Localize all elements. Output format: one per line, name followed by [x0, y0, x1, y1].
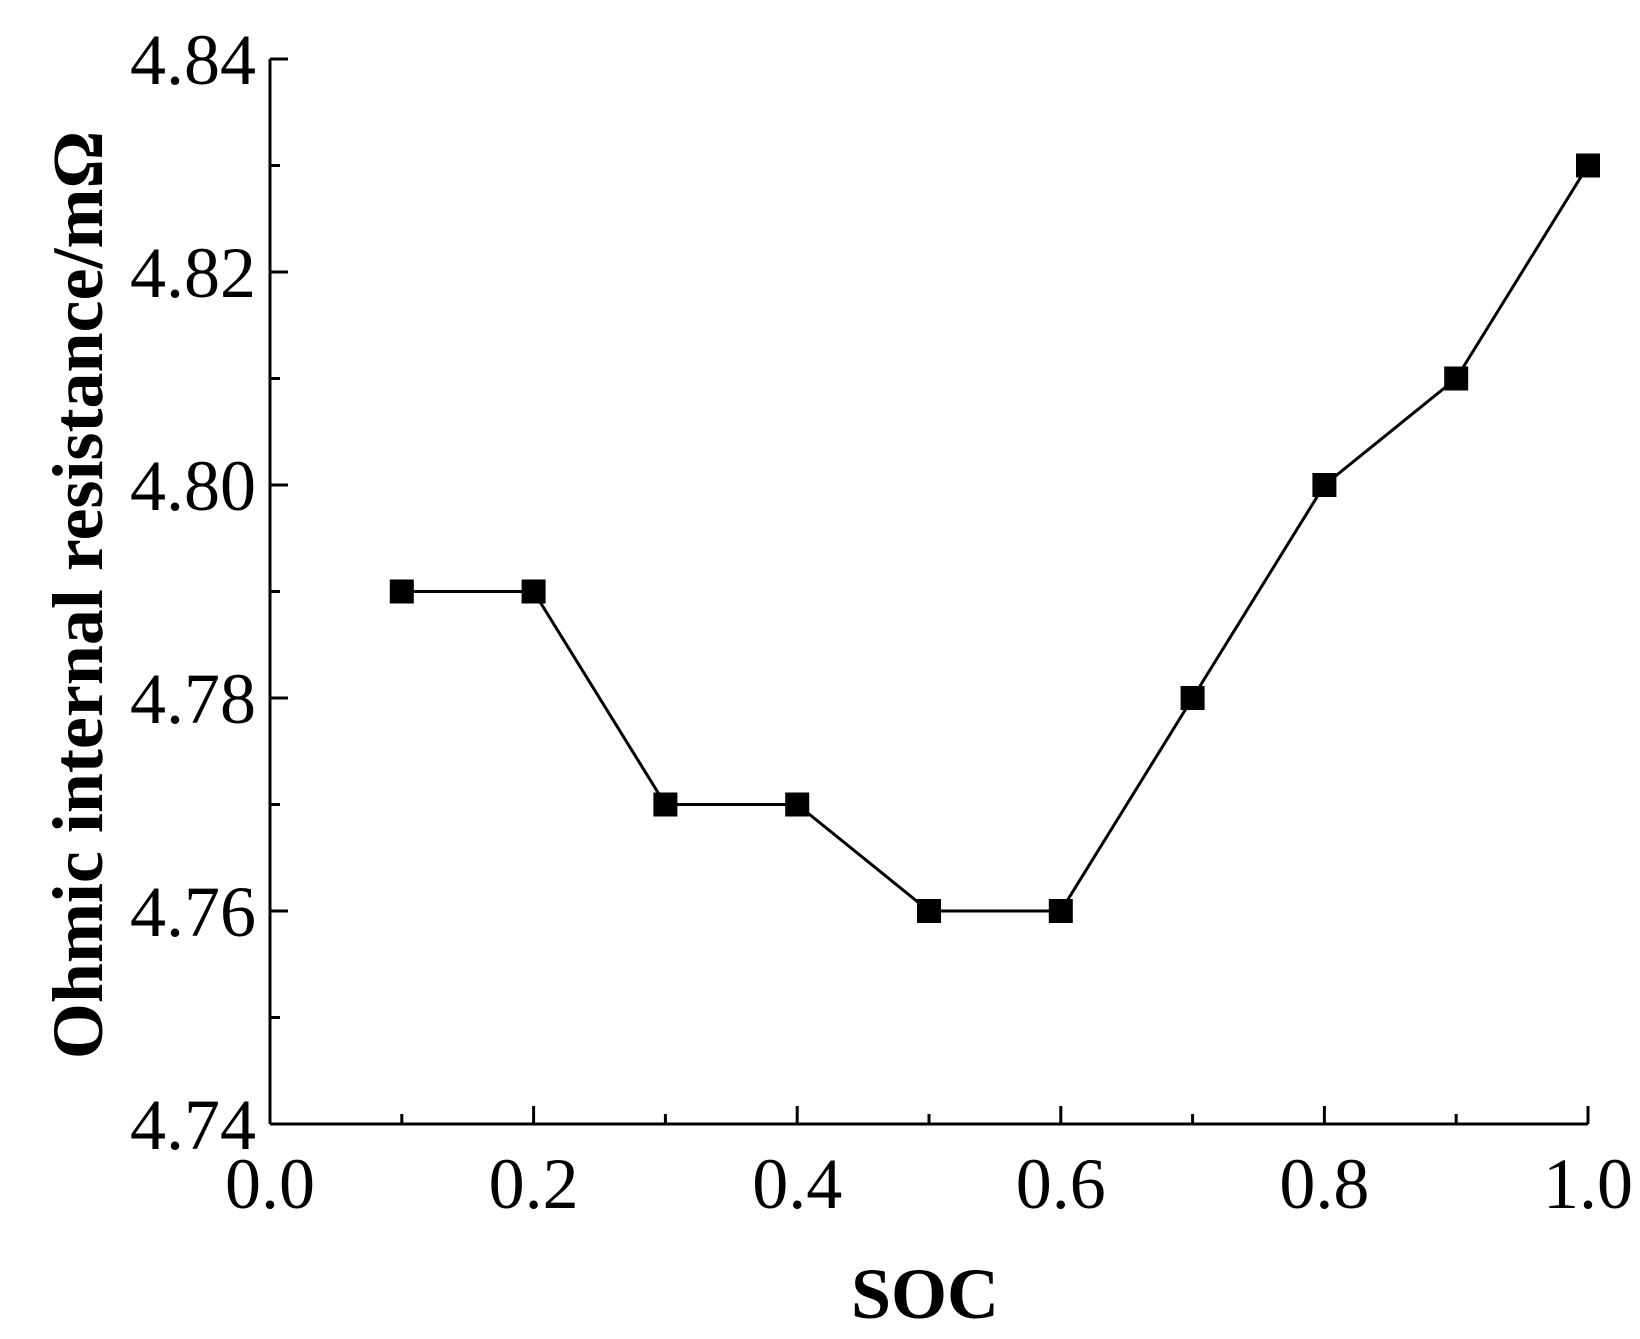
data-point-marker [653, 792, 678, 817]
x-tick-label: 1.0 [1543, 1144, 1633, 1224]
x-tick-label: 0.2 [489, 1144, 579, 1224]
y-tick-label: 4.80 [130, 446, 256, 526]
x-axis-title: SOC [851, 1254, 999, 1334]
y-tick-label: 4.84 [130, 20, 256, 100]
x-tick-label: 0.6 [1016, 1144, 1106, 1224]
y-tick-label: 4.76 [130, 872, 256, 952]
x-tick-label: 0.8 [1279, 1144, 1369, 1224]
series-line [401, 164, 1590, 913]
data-point-marker [1048, 899, 1073, 923]
data-point-marker [1576, 153, 1600, 178]
data-point-marker [1444, 366, 1469, 391]
y-tick-label: 4.78 [130, 659, 256, 739]
y-axis-title: Ohmic internal resistance/mΩ [38, 131, 118, 1059]
axes: 0.0 0.2 0.4 0.6 0.8 1.0 4.74 4.76 4.78 4.80 4.82 4.… [130, 20, 1633, 1224]
y-tick-label: 4.82 [130, 233, 256, 313]
data-point-marker [917, 899, 941, 923]
series-layer [389, 153, 1600, 923]
data-point-marker [1180, 686, 1205, 710]
data-point-marker [785, 792, 810, 817]
y-tick-label: 4.74 [130, 1085, 256, 1165]
data-point-marker [1312, 473, 1337, 497]
x-tick-label: 0.0 [225, 1144, 315, 1224]
x-tick-label: 0.4 [752, 1144, 842, 1224]
data-point-marker [521, 579, 546, 604]
data-point-marker [389, 579, 414, 604]
